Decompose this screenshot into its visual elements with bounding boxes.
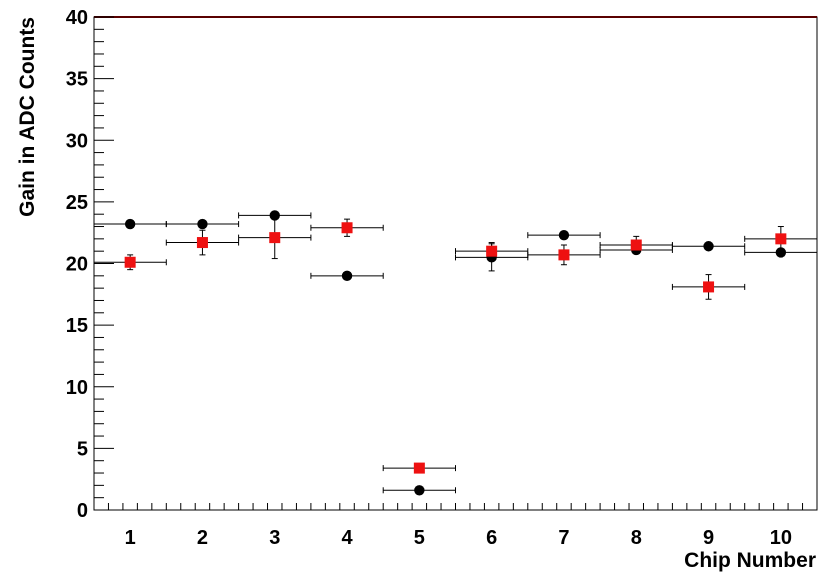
- x-axis-tick-labels: 1 2 3 4 5 6 7 8 9 10: [125, 527, 792, 549]
- data-point-square: [413, 462, 425, 474]
- y-tick-label: 10: [66, 377, 88, 399]
- data-point-circle: [341, 270, 353, 282]
- y-tick-label: 35: [66, 69, 88, 91]
- x-tick-label: 3: [269, 527, 280, 549]
- x-tick-label: 4: [341, 527, 353, 549]
- x-tick-label: 9: [703, 527, 714, 549]
- data-point-square: [775, 233, 787, 245]
- y-tick-label: 30: [66, 130, 88, 152]
- x-tick-label: 10: [770, 527, 792, 549]
- y-tick-label: 40: [66, 7, 88, 29]
- data-marks: [93, 210, 818, 496]
- y-axis-ticks: [94, 16, 114, 511]
- x-axis-title: Chip Number: [684, 549, 816, 572]
- plot-top-border: [94, 16, 817, 18]
- x-tick-label: 8: [631, 527, 642, 549]
- data-point-square: [124, 256, 136, 268]
- data-point-circle: [703, 241, 714, 252]
- data-point-circle: [124, 218, 136, 230]
- y-tick-label: 25: [66, 192, 88, 214]
- y-axis-tick-labels: 0 5 10 15 20 25 30 35 40: [66, 7, 88, 522]
- y-tick-label: 20: [66, 254, 88, 276]
- data-point-square: [703, 281, 715, 293]
- x-tick-label: 1: [125, 527, 136, 549]
- y-tick-label: 15: [66, 315, 88, 337]
- data-point-circle: [197, 218, 208, 230]
- data-point-square: [196, 237, 208, 249]
- y-tick-label: 5: [77, 438, 88, 460]
- data-point-square: [341, 222, 353, 234]
- y-axis-title: Gain in ADC Counts: [16, 17, 39, 217]
- plot-frame: [93, 16, 818, 511]
- x-tick-label: 5: [414, 527, 425, 549]
- x-tick-label: 6: [486, 527, 497, 549]
- x-tick-label: 7: [558, 527, 569, 549]
- data-point-square: [486, 245, 498, 257]
- x-axis-ticks: [93, 503, 818, 510]
- data-point-square: [269, 232, 281, 244]
- x-tick-label: 2: [197, 527, 208, 549]
- y-tick-label: 0: [77, 500, 88, 522]
- data-point-square: [558, 249, 570, 261]
- data-point-circle: [775, 247, 787, 258]
- data-point-circle: [558, 229, 570, 241]
- data-point-square: [630, 239, 642, 251]
- data-point-circle: [269, 210, 280, 221]
- data-point-circle: [414, 485, 425, 496]
